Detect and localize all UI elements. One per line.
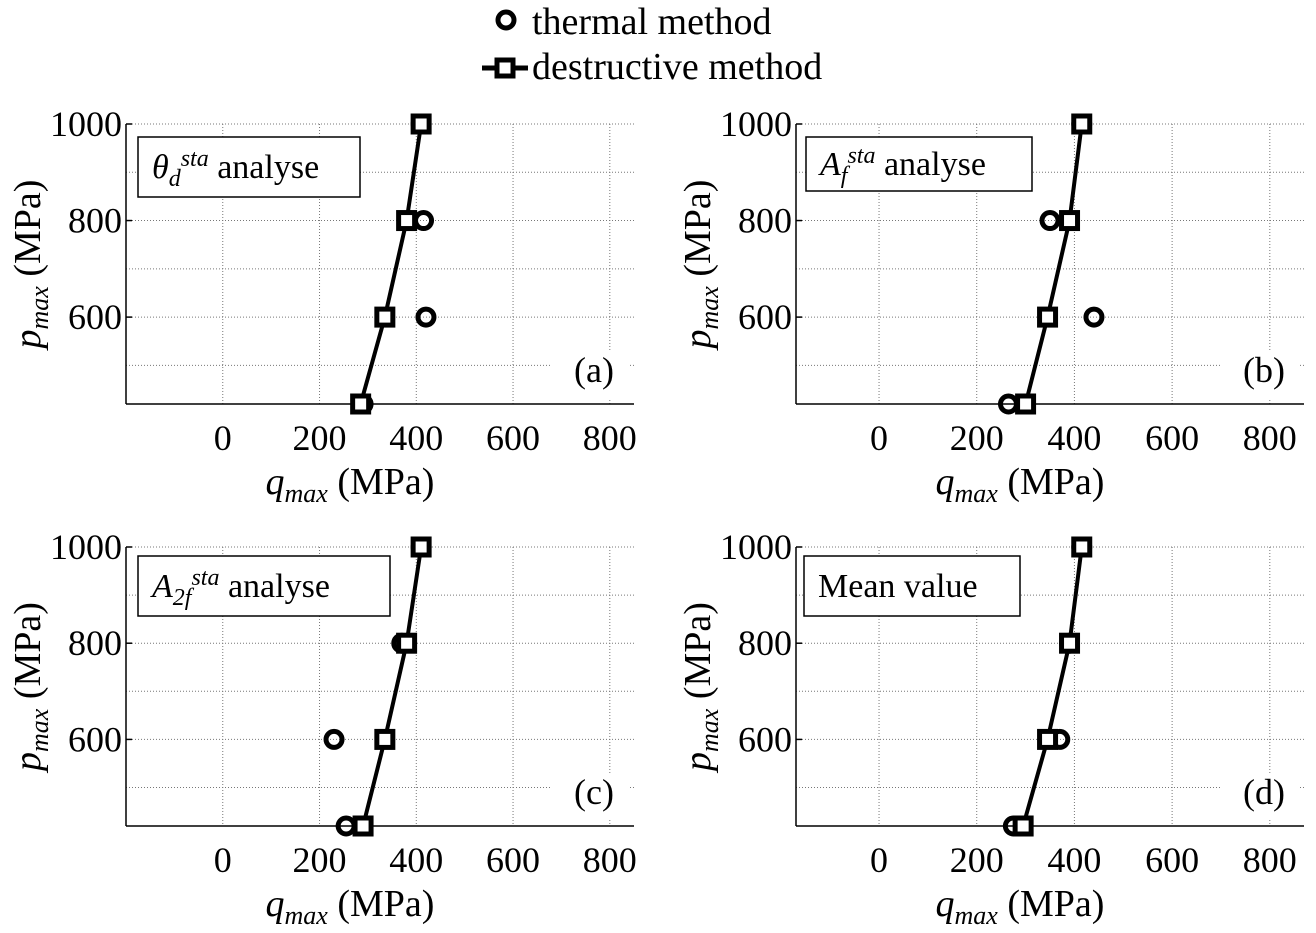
panel-label-bg [552, 774, 628, 820]
data-point-destructive [410, 113, 432, 135]
x-axis-label: qmax (MPa) [266, 461, 435, 508]
x-axis-label: qmax (MPa) [936, 883, 1105, 930]
method-box [137, 136, 361, 198]
y-axis-label: pmax (MPa) [7, 602, 54, 774]
x-tick-label: 0 [214, 418, 232, 458]
data-point-destructive [1037, 306, 1059, 328]
x-tick-label: 400 [1047, 418, 1101, 458]
data-point-destructive [1059, 210, 1081, 232]
legend-item-destructive: destructive method [480, 45, 822, 89]
x-tick-label: 600 [486, 418, 540, 458]
y-tick-label: 800 [68, 201, 122, 241]
circle-marker-icon [495, 9, 517, 31]
x-tick-label: 400 [1047, 840, 1101, 880]
data-point-destructive [350, 393, 372, 415]
data-point-thermal [415, 306, 437, 328]
x-tick-label: 0 [870, 840, 888, 880]
x-tick-label: 600 [1145, 418, 1199, 458]
method-box-label: θdsta analyse [152, 146, 319, 192]
legend-destructive-label: destructive method [532, 46, 823, 88]
y-tick-label: 1000 [50, 104, 122, 144]
y-tick-label: 800 [738, 623, 792, 663]
method-box [805, 136, 1033, 192]
data-point-thermal [1039, 210, 1061, 232]
series-square [1021, 546, 1084, 827]
y-tick-label: 800 [68, 623, 122, 663]
legend-thermal-label: thermal method [532, 1, 772, 43]
x-tick-label: 800 [1243, 418, 1297, 458]
series-square [358, 123, 424, 405]
x-tick-label: 200 [293, 418, 347, 458]
chart-panel-1: 600 800 1000 0 200 400 600 800 qmax (MPa) pmax (M… [7, 104, 637, 508]
series-line-destructive [358, 123, 424, 405]
y-axis-label: pmax (MPa) [677, 180, 724, 352]
x-tick-label: 600 [486, 840, 540, 880]
x-tick-label: 200 [950, 418, 1004, 458]
data-point-destructive [374, 728, 396, 750]
legend: thermal method destructive method [480, 0, 900, 92]
y-tick-label: 1000 [720, 104, 792, 144]
series-square [1023, 123, 1084, 405]
panel-label: (c) [574, 772, 614, 812]
x-tick-label: 0 [214, 840, 232, 880]
panel-label-bg [552, 352, 628, 398]
square-line-marker-icon [482, 57, 528, 79]
data-point-destructive [374, 306, 396, 328]
method-box-label: A2fsta analyse [150, 565, 330, 611]
y-tick-label: 600 [68, 719, 122, 759]
data-point-destructive [1071, 536, 1093, 558]
data-point-destructive [396, 210, 418, 232]
x-axis-label: qmax (MPa) [936, 461, 1105, 508]
method-box-label: Afsta analyse [818, 143, 986, 189]
data-point-thermal [323, 728, 345, 750]
data-point-destructive [396, 632, 418, 654]
data-point-destructive [352, 815, 374, 837]
y-tick-label: 600 [738, 719, 792, 759]
data-point-destructive [1037, 728, 1059, 750]
x-tick-label: 800 [1243, 840, 1297, 880]
panel-label: (d) [1243, 772, 1285, 812]
x-tick-label: 800 [583, 840, 637, 880]
y-axis-label: pmax (MPa) [7, 180, 54, 352]
method-box [803, 555, 1021, 617]
x-tick-label: 200 [950, 840, 1004, 880]
y-axis-label: pmax (MPa) [677, 602, 724, 774]
data-point-thermal [1083, 306, 1105, 328]
series-line-destructive [1023, 123, 1084, 405]
x-tick-label: 400 [389, 418, 443, 458]
y-tick-label: 600 [738, 297, 792, 337]
data-point-destructive [1015, 393, 1037, 415]
y-tick-label: 1000 [720, 527, 792, 567]
legend-item-thermal: thermal method [480, 0, 772, 44]
x-axis-label: qmax (MPa) [266, 883, 435, 930]
y-tick-label: 1000 [50, 527, 122, 567]
panel-label: (b) [1243, 350, 1285, 390]
x-tick-label: 200 [293, 840, 347, 880]
data-point-destructive [1012, 815, 1034, 837]
chart-panel-3: 600 800 1000 0 200 400 600 800 qmax (MPa) pmax (M… [7, 527, 637, 930]
x-tick-label: 0 [870, 418, 888, 458]
data-point-destructive [410, 536, 432, 558]
method-box [137, 555, 391, 617]
series-line-destructive [1021, 546, 1084, 827]
method-box-label: Mean value [818, 568, 978, 605]
series-line-destructive [361, 546, 424, 827]
x-tick-label: 400 [389, 840, 443, 880]
chart-panel-4: 600 800 1000 0 200 400 600 800 qmax (MPa) pmax (M… [677, 527, 1304, 930]
x-tick-label: 800 [583, 418, 637, 458]
panel-label-bg [1222, 352, 1298, 398]
data-point-destructive [1059, 632, 1081, 654]
series-square [361, 546, 424, 827]
x-tick-label: 600 [1145, 840, 1199, 880]
panel-label: (a) [574, 350, 614, 390]
data-point-destructive [1071, 113, 1093, 135]
y-tick-label: 600 [68, 297, 122, 337]
chart-panel-2: 600 800 1000 0 200 400 600 800 qmax (MPa) pmax (M… [677, 104, 1304, 508]
panel-label-bg [1222, 774, 1298, 820]
y-tick-label: 800 [738, 201, 792, 241]
